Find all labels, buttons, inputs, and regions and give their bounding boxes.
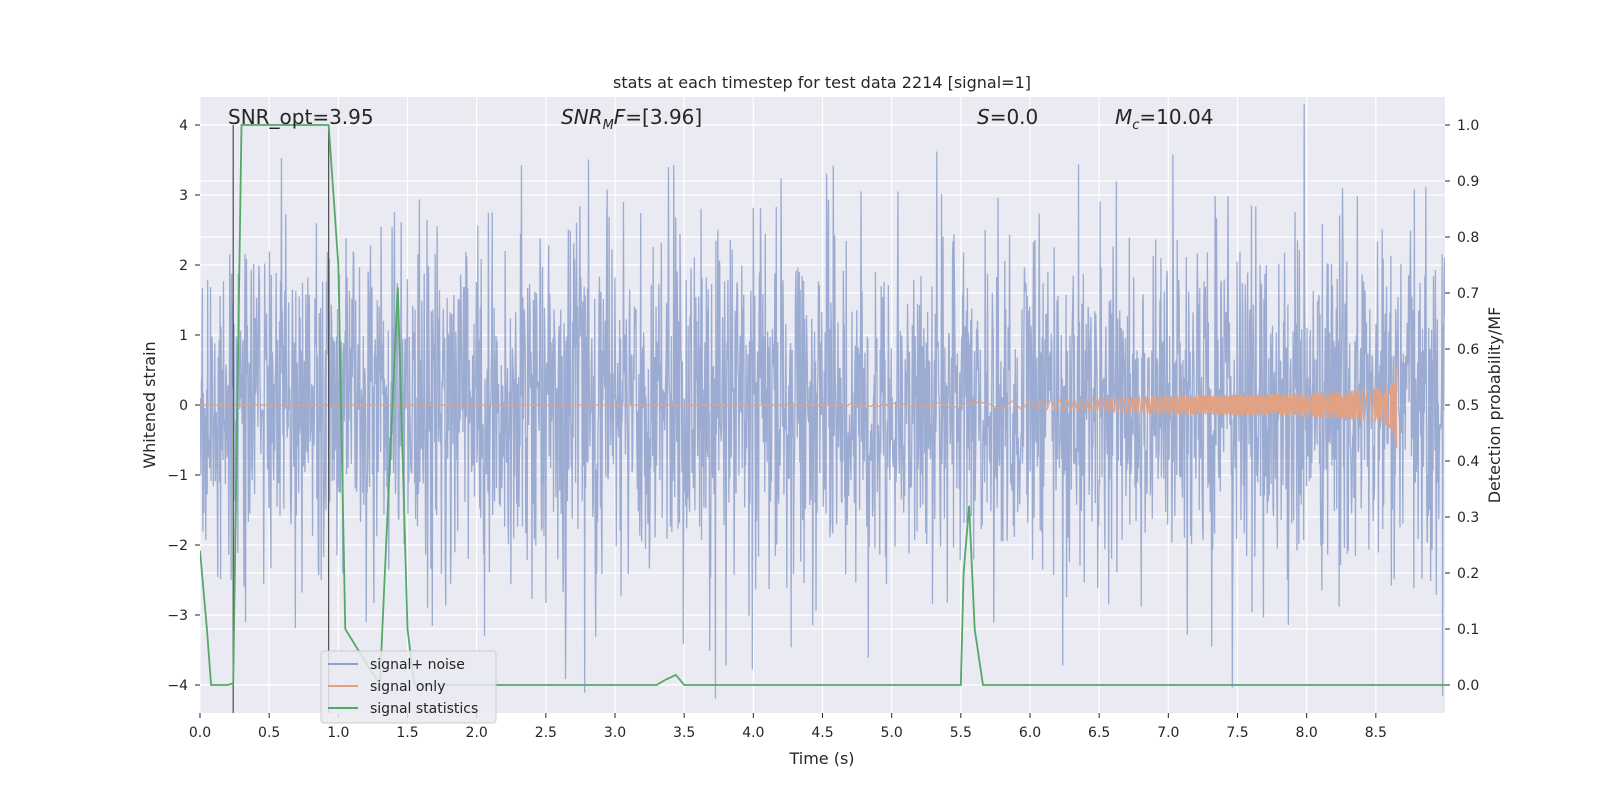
annotation-snr-mf: SNRMF=[3.96] xyxy=(561,105,702,133)
x-axis-label: Time (s) xyxy=(788,749,854,768)
annotation-mc: Mc=10.04 xyxy=(1115,105,1213,133)
y-right-tick-label: 1.0 xyxy=(1457,118,1479,134)
x-tick-label: 7.0 xyxy=(1157,725,1179,741)
annotation-snr-mf-value: =[3.96] xyxy=(625,105,702,129)
y-left-tick-label: −1 xyxy=(167,468,188,484)
y-left-tick-label: 1 xyxy=(179,328,188,344)
series-signal-statistics-line xyxy=(200,124,1445,688)
x-tick-label: 1.0 xyxy=(327,725,349,741)
annotation-snr-opt-value: =3.95 xyxy=(312,105,373,129)
legend-label-signal-statistics: signal statistics xyxy=(370,701,478,717)
annotation-s-stat-name: S xyxy=(977,105,990,129)
y-left-tick-label: 0 xyxy=(179,398,188,414)
annotation-snr-opt-name: SNR_opt xyxy=(228,105,312,129)
plot-area xyxy=(200,103,1445,713)
y-right-tick-label: 0.1 xyxy=(1457,622,1479,638)
y-right-axis-ticks: 0.0 0.1 0.2 0.3 0.4 0.5 0.6 0.7 0.8 0.9 1.0 xyxy=(1445,118,1479,694)
x-tick-label: 4.0 xyxy=(742,725,764,741)
y-left-tick-label: 3 xyxy=(179,188,188,204)
annotation-mc-value: =10.04 xyxy=(1139,105,1213,129)
x-tick-label: 7.5 xyxy=(1226,725,1248,741)
chart-title: stats at each timestep for test data 221… xyxy=(613,73,1031,92)
annotation-mc-name: M xyxy=(1115,105,1132,129)
y-left-axis-ticks: −4 −3 −2 −1 0 1 2 3 4 xyxy=(167,118,200,694)
annotation-snr-mf-name: SNR xyxy=(561,105,603,129)
legend: signal+ noise signal only signal statist… xyxy=(320,650,497,724)
x-tick-label: 3.5 xyxy=(673,725,695,741)
legend-box xyxy=(320,650,497,724)
x-tick-label: 1.5 xyxy=(396,725,418,741)
x-tick-label: 2.0 xyxy=(466,725,488,741)
annotation-snr-mf-sub: M xyxy=(603,118,614,133)
x-tick-label: 0.0 xyxy=(189,725,211,741)
y-left-tick-label: 2 xyxy=(179,258,188,274)
y-right-tick-label: 0.9 xyxy=(1457,174,1479,190)
x-tick-label: 6.0 xyxy=(1019,725,1041,741)
x-tick-label: 4.5 xyxy=(811,725,833,741)
y-right-tick-label: 0.0 xyxy=(1457,678,1479,694)
y-left-tick-label: −4 xyxy=(167,678,188,694)
y-right-tick-label: 0.6 xyxy=(1457,342,1479,358)
x-tick-label: 2.5 xyxy=(535,725,557,741)
y-right-tick-label: 0.4 xyxy=(1457,454,1479,470)
x-tick-label: 0.5 xyxy=(258,725,280,741)
y-left-tick-label: −3 xyxy=(167,608,188,624)
x-tick-label: 6.5 xyxy=(1088,725,1110,741)
y-right-tick-label: 0.3 xyxy=(1457,510,1479,526)
x-tick-label: 5.0 xyxy=(881,725,903,741)
legend-label-signal-only: signal only xyxy=(370,679,445,695)
y-left-tick-label: 4 xyxy=(179,118,188,134)
y-right-tick-label: 0.2 xyxy=(1457,566,1479,582)
y-right-tick-label: 0.5 xyxy=(1457,398,1479,414)
y-left-axis-label: Whitened strain xyxy=(140,341,159,468)
x-tick-label: 8.0 xyxy=(1296,725,1318,741)
annotation-s-stat-value: =0.0 xyxy=(990,105,1039,129)
legend-label-signal-noise: signal+ noise xyxy=(370,657,465,673)
annotation-s-stat: S=0.0 xyxy=(977,105,1038,129)
annotation-snr-opt: SNR_opt=3.95 xyxy=(228,105,374,129)
series-signal-only-line xyxy=(200,365,1398,449)
y-left-tick-label: −2 xyxy=(167,538,188,554)
series-signal-noise-line xyxy=(200,103,1445,699)
y-right-tick-label: 0.8 xyxy=(1457,230,1479,246)
y-right-axis-label: Detection probability/MF xyxy=(1485,307,1504,504)
annotation-mc-sub: c xyxy=(1132,118,1139,133)
x-tick-label: 8.5 xyxy=(1365,725,1387,741)
x-axis-ticks: 0.0 0.5 1.0 1.5 2.0 2.5 3.0 3.5 4.0 4.5 5.0 5.5 6.0 6… xyxy=(189,713,1387,741)
x-tick-label: 3.0 xyxy=(604,725,626,741)
y-right-tick-label: 0.7 xyxy=(1457,286,1479,302)
x-tick-label: 5.5 xyxy=(950,725,972,741)
annotation-snr-mf-suffix: F xyxy=(614,105,626,129)
